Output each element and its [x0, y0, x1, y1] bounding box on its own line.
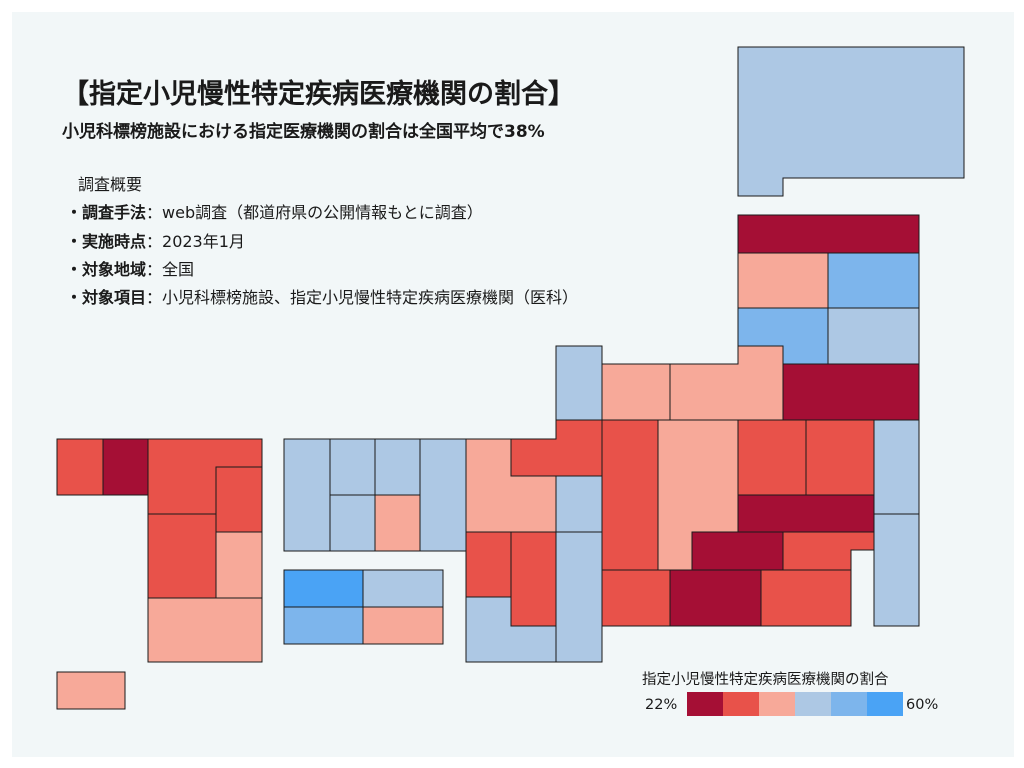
legend-swatch [831, 692, 867, 716]
summary-value: ：web調査（都道府県の公開情報もとに調査） [146, 203, 483, 222]
summary-key: ・実施時点 [66, 232, 147, 251]
summary-target: ・対象項目：小児科標榜施設、指定小児慢性特定疾病医療機関（医科） [66, 284, 578, 308]
map-tile[interactable] [827, 307, 920, 365]
legend-title: 指定小児慢性特定疾病医療機関の割合 [642, 672, 889, 688]
summary-value: ：小児科標榜施設、指定小児慢性特定疾病医療機関（医科） [146, 288, 579, 307]
map-tile[interactable] [510, 531, 557, 627]
map-tile[interactable] [283, 438, 331, 552]
map-tile[interactable] [805, 419, 875, 496]
map-tile[interactable] [56, 438, 104, 496]
map-tile[interactable] [827, 252, 920, 309]
map-tile[interactable] [329, 438, 376, 496]
map-tile[interactable] [555, 345, 603, 421]
summary-value: ：全国 [146, 260, 195, 279]
map-tile[interactable] [283, 606, 364, 645]
legend-swatch [795, 692, 831, 716]
summary-key: ・対象項目 [66, 288, 147, 307]
summary-region: ・対象地域：全国 [66, 256, 194, 280]
map-tile[interactable] [737, 494, 875, 533]
map-tile[interactable] [329, 494, 376, 552]
map-tile[interactable] [601, 419, 659, 571]
map-tile[interactable] [737, 46, 965, 197]
legend-swatch [687, 692, 723, 716]
map-tile[interactable] [782, 363, 920, 421]
map-tile[interactable] [555, 475, 603, 533]
map-tile[interactable] [374, 494, 421, 552]
page-subtitle: 小児科標榜施設における指定医療機関の割合は全国平均で38% [62, 122, 545, 142]
map-tile[interactable] [737, 252, 829, 309]
legend-swatch [759, 692, 795, 716]
summary-key: ・対象地域 [66, 260, 147, 279]
map-tile[interactable] [669, 345, 784, 421]
legend-max-label: 60% [906, 697, 939, 713]
map-tile[interactable] [691, 531, 784, 571]
map-tile[interactable] [215, 531, 263, 599]
map-tile[interactable] [374, 438, 421, 496]
summary-heading: 調査概要 [78, 175, 143, 194]
map-tile[interactable] [760, 569, 852, 627]
legend-swatch [867, 692, 903, 716]
map-tile[interactable] [362, 606, 444, 645]
legend-min-label: 22% [645, 697, 678, 713]
map-tile[interactable] [737, 214, 920, 254]
summary-key: ・調査手法 [66, 203, 147, 222]
map-tile[interactable] [873, 419, 920, 515]
map-tile[interactable] [601, 569, 671, 627]
map-tile[interactable] [362, 569, 444, 608]
map-tile[interactable] [465, 531, 512, 598]
map-tile[interactable] [782, 531, 875, 571]
map-tile[interactable] [147, 513, 217, 599]
summary-value: ：2023年1月 [146, 232, 245, 251]
map-tile[interactable] [737, 419, 807, 496]
legend-color-scale [687, 692, 903, 716]
map-tile[interactable] [465, 596, 557, 663]
map-tile[interactable] [215, 466, 263, 533]
page-title: 【指定小児慢性特定疾病医療機関の割合】 [62, 79, 575, 110]
map-tile[interactable] [56, 671, 126, 710]
map-tile[interactable] [147, 597, 263, 663]
map-tile[interactable] [102, 438, 149, 496]
summary-method: ・調査手法：web調査（都道府県の公開情報もとに調査） [66, 199, 483, 223]
map-tile[interactable] [510, 419, 603, 477]
map-tile[interactable] [601, 363, 671, 421]
map-tile[interactable] [555, 531, 603, 663]
map-tile[interactable] [419, 438, 467, 552]
map-tile[interactable] [873, 513, 920, 627]
map-tile[interactable] [669, 569, 762, 627]
map-tile[interactable] [283, 569, 364, 608]
legend-swatch [723, 692, 759, 716]
summary-date: ・実施時点：2023年1月 [66, 228, 245, 252]
